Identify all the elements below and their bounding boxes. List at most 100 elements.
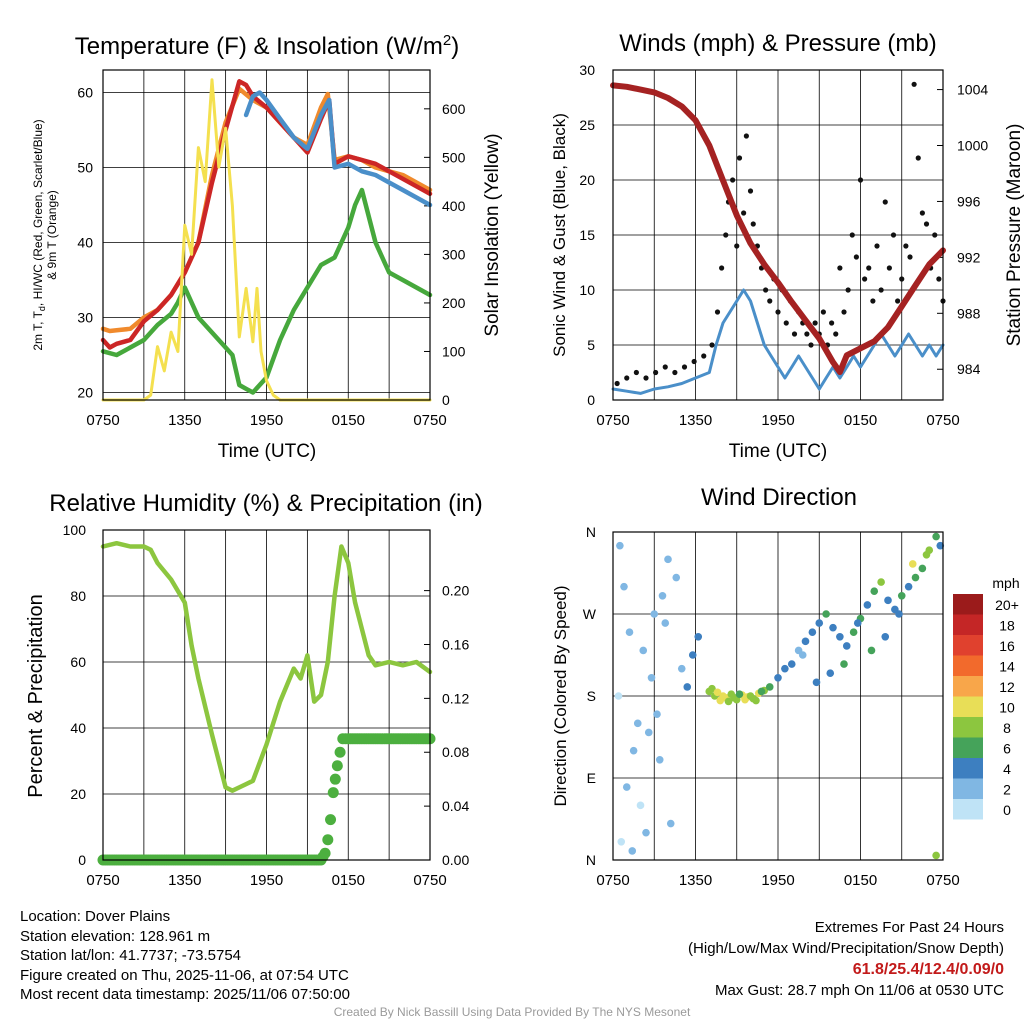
temperature-panel: Temperature (F) & Insolation (W/m2) 20 30…	[31, 32, 503, 462]
insolation-y-tick-label: 400	[442, 198, 466, 214]
wind-direction-point	[787, 660, 796, 668]
wind-direction-point	[829, 623, 837, 632]
wind-direction-point	[757, 687, 766, 696]
gust-point	[783, 320, 789, 326]
humidity-y-tick-label: 60	[70, 654, 86, 670]
gust-point	[681, 364, 688, 370]
temperature-y-tick-label: 50	[77, 160, 93, 176]
gust-point	[862, 276, 868, 282]
precip-y-tick-label: 0.00	[442, 852, 469, 868]
x-tick-label: 1350	[168, 412, 201, 429]
wind-direction-point	[653, 710, 661, 719]
gust-point	[812, 320, 818, 326]
winds-y-tick-label: 20	[579, 172, 595, 188]
wind-direction-point	[774, 673, 782, 682]
winds-plot-frame	[612, 69, 944, 401]
humidity-y-tick-label: 80	[70, 588, 86, 604]
gust-point	[829, 320, 835, 326]
wind-direction-point	[713, 688, 722, 697]
wind-direction-plot-frame	[612, 531, 944, 861]
wind-direction-point	[877, 578, 885, 586]
colorbar-swatch	[953, 655, 983, 676]
precipitation-point	[319, 847, 331, 859]
colorbar-label: 4	[1003, 761, 1011, 777]
wind-direction-point	[932, 532, 940, 541]
colorbar-swatch	[953, 758, 983, 779]
wind-direction-point	[812, 678, 821, 687]
gust-point	[804, 331, 810, 337]
wind-direction-point	[922, 550, 931, 559]
winds-y-tick-label: 10	[579, 282, 595, 298]
humidity-plot-frame	[102, 529, 431, 861]
colorbar-title: mph	[992, 575, 1019, 591]
credit-line: Created By Nick Bassill Using Data Provi…	[333, 1005, 691, 1019]
gust-point	[833, 331, 839, 337]
x-tick-label: 0750	[413, 412, 446, 429]
colorbar-label: 6	[1003, 741, 1011, 757]
extremes-subtitle: (High/Low/Max Wind/Precipitation/Snow De…	[688, 940, 1004, 957]
colorbar-swatch	[953, 594, 983, 615]
humidity-y-tick-label: 100	[63, 522, 87, 538]
pressure-y-tick-label: 992	[957, 249, 981, 265]
colorbar-swatch	[953, 799, 983, 820]
x-tick-label: 0750	[86, 412, 119, 429]
gust-point	[820, 309, 826, 315]
gust-point	[767, 298, 773, 304]
colorbar-swatch	[953, 696, 983, 717]
gust-point	[866, 265, 872, 271]
colorbar-swatch	[953, 614, 983, 635]
wind-direction-point	[688, 651, 697, 659]
extremes-title: Extremes For Past 24 Hours	[814, 919, 1004, 936]
colorbar-label: 16	[999, 638, 1015, 654]
precipitation-point	[329, 773, 341, 785]
x-tick-label: 0150	[332, 872, 365, 889]
wind-direction-point	[708, 684, 716, 693]
extremes-info: Extremes For Past 24 Hours (High/Low/Max…	[688, 917, 1004, 1001]
gust-point	[719, 265, 725, 271]
x-tick-label: 1350	[679, 412, 712, 429]
gust-point	[853, 254, 859, 260]
temperature-axis-label: 2m T, Td, HI/WC (Red, Green, Scarlet/Blu…	[31, 119, 47, 350]
sonic-wind-line	[611, 288, 945, 395]
wind-direction-point	[694, 632, 703, 641]
wind-direction-point	[628, 847, 637, 855]
wind-axis-label: Sonic Wind & Gust (Blue, Black)	[550, 113, 569, 357]
gust-point	[923, 221, 930, 227]
insolation-y-tick-label: 0	[442, 392, 450, 408]
gust-point	[709, 342, 715, 348]
humidity-y-tick-label: 40	[70, 720, 86, 736]
winds-y-tick-label: 15	[579, 227, 595, 243]
wind-direction-point	[639, 646, 648, 655]
temperature-panel-x-label: Time (UTC)	[218, 441, 317, 462]
station-pressure-line	[610, 82, 946, 375]
extremes-values: 61.8/25.4/12.4/0.09/0	[852, 961, 1004, 978]
pressure-y-tick-label: 996	[957, 193, 981, 209]
wind-direction-point	[724, 697, 733, 706]
insolation-y-tick-label: 300	[442, 246, 466, 262]
gust-point	[845, 287, 851, 293]
gust-point	[736, 155, 743, 161]
x-tick-label: 0750	[413, 872, 446, 889]
gust-point	[653, 369, 659, 376]
wind-direction-panel-title: Wind Direction	[701, 484, 857, 511]
colorbar-label: 2	[1003, 782, 1011, 798]
wind-direction-point	[629, 746, 638, 755]
wind-direction-point	[622, 783, 631, 791]
colorbar-label: 0	[1003, 802, 1011, 818]
wind-direction-point	[616, 541, 624, 550]
station-location: Location: Dover Plains	[20, 908, 171, 925]
gust-point	[936, 276, 942, 282]
winds-y-tick-label: 25	[579, 117, 595, 133]
wind-direction-point	[904, 582, 913, 591]
colorbar-label: 8	[1003, 720, 1011, 736]
wind-direction-y-tick-label: N	[586, 524, 596, 540]
wind-direction-point	[620, 582, 628, 591]
gust-point	[870, 298, 876, 304]
pressure-y-tick-label: 984	[957, 361, 981, 377]
precipitation-point	[331, 760, 343, 772]
temperature-y-tick-label: 20	[77, 385, 93, 401]
recent-timestamp: Most recent data timestamp: 2025/11/06 0…	[20, 986, 350, 1003]
wind-direction-point	[614, 692, 623, 700]
wind-direction-point	[853, 619, 862, 627]
